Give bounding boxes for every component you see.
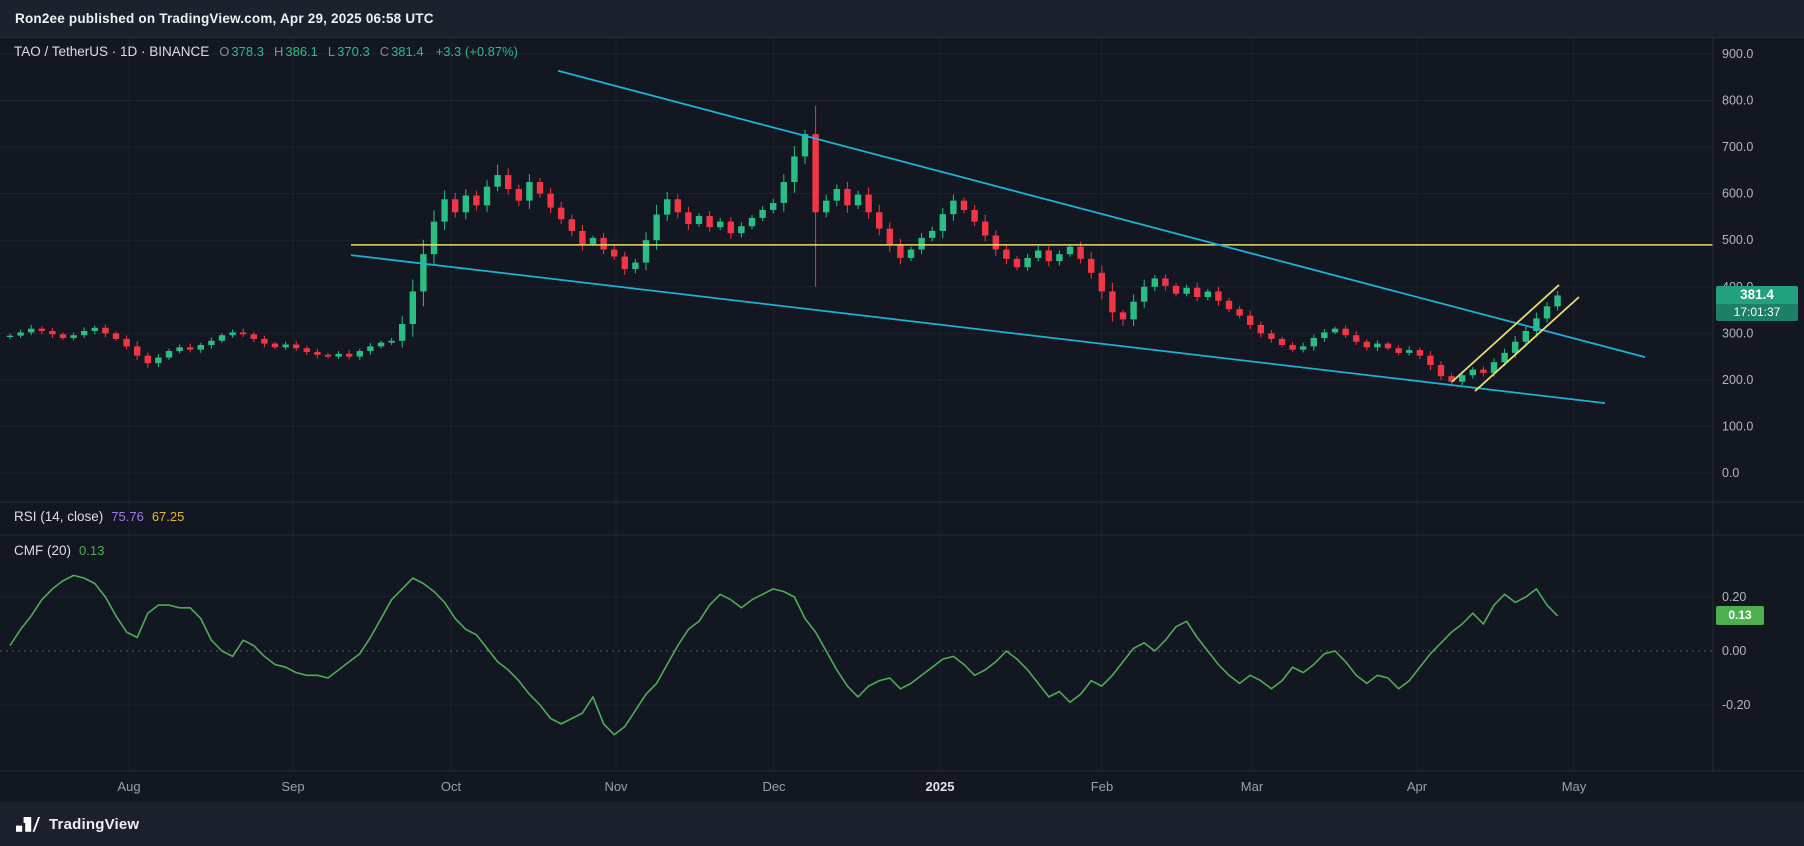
- ascending-channel-left: [1451, 284, 1560, 383]
- svg-text:0.0: 0.0: [1722, 466, 1739, 480]
- open-label: O: [219, 44, 230, 59]
- gridlines: [0, 38, 1713, 771]
- ascending-channel-right: [1474, 296, 1580, 392]
- open-value: 378.3: [231, 44, 264, 59]
- svg-text:100.0: 100.0: [1722, 419, 1753, 433]
- svg-text:Aug: Aug: [117, 779, 140, 794]
- last-price-badge[interactable]: 381.4 17:01:37: [1716, 286, 1798, 322]
- bar-countdown-timer: 17:01:37: [1716, 304, 1798, 322]
- rsi-title[interactable]: RSI (14, close): [14, 509, 104, 524]
- tradingview-wordmark[interactable]: TradingView: [49, 816, 140, 833]
- footer-bar: TradingView: [0, 802, 1804, 846]
- last-price-value: 381.4: [1716, 286, 1798, 305]
- cmf-indicator[interactable]: [0, 574, 1713, 736]
- svg-text:Dec: Dec: [762, 779, 786, 794]
- cmf-scale[interactable]: 0.20 0.00 -0.20: [1722, 590, 1751, 712]
- svg-text:300.0: 300.0: [1722, 326, 1753, 340]
- symbol-title[interactable]: TAO / TetherUS · 1D · BINANCE: [14, 44, 210, 59]
- high-value: 386.1: [285, 44, 318, 59]
- svg-text:700.0: 700.0: [1722, 140, 1753, 154]
- svg-text:0.00: 0.00: [1722, 644, 1746, 658]
- svg-text:800.0: 800.0: [1722, 94, 1753, 108]
- candlestick-series[interactable]: [6, 105, 1561, 387]
- svg-text:Nov: Nov: [604, 779, 628, 794]
- tradingview-logo-icon[interactable]: [16, 817, 40, 832]
- svg-text:200.0: 200.0: [1722, 373, 1753, 387]
- svg-text:Apr: Apr: [1407, 779, 1428, 794]
- svg-text:Sep: Sep: [281, 779, 304, 794]
- close-value: 381.4: [391, 44, 424, 59]
- low-label: L: [327, 44, 336, 59]
- ohlc-close: C 381.4: [380, 44, 424, 59]
- trendline-drawings[interactable]: [350, 69, 1713, 405]
- svg-text:Oct: Oct: [441, 779, 462, 794]
- svg-text:600.0: 600.0: [1722, 187, 1753, 201]
- high-label: H: [273, 44, 284, 59]
- time-scale[interactable]: Aug Sep Oct Nov Dec 2025 Feb Mar Apr May: [117, 779, 1586, 794]
- rsi-ma-value: 67.25: [151, 509, 185, 524]
- svg-text:-0.20: -0.20: [1722, 698, 1751, 712]
- svg-text:Feb: Feb: [1091, 779, 1113, 794]
- publish-info-text: Ron2ee published on TradingView.com, Apr…: [15, 11, 434, 26]
- rsi-legend[interactable]: RSI (14, close) 75.76 67.25: [14, 509, 184, 524]
- svg-text:May: May: [1562, 779, 1587, 794]
- ohlc-open: O 378.3: [219, 44, 264, 59]
- svg-text:0.20: 0.20: [1722, 590, 1746, 604]
- lower-descending-trendline: [350, 254, 1606, 405]
- rsi-value: 75.76: [111, 509, 144, 524]
- ohlc-low: L 370.3: [328, 44, 370, 59]
- svg-text:900.0: 900.0: [1722, 47, 1753, 61]
- pane-separators: [0, 38, 1804, 772]
- cmf-value: 0.13: [79, 543, 105, 558]
- cmf-line: [9, 574, 1559, 736]
- close-label: C: [379, 44, 390, 59]
- cmf-badge-value: 0.13: [1728, 608, 1752, 623]
- svg-text:Mar: Mar: [1241, 779, 1264, 794]
- cmf-title[interactable]: CMF (20): [14, 543, 71, 558]
- upper-descending-trendline: [557, 69, 1646, 358]
- price-scale[interactable]: 900.0800.0700.0600.0500.0400.0300.0200.0…: [1722, 47, 1753, 480]
- ohlc-high: H 386.1: [274, 44, 318, 59]
- cmf-last-value-badge[interactable]: 0.13: [1716, 606, 1764, 626]
- svg-text:500.0: 500.0: [1722, 233, 1753, 247]
- low-value: 370.3: [337, 44, 370, 59]
- symbol-legend[interactable]: TAO / TetherUS · 1D · BINANCE O 378.3 H 38…: [14, 44, 518, 59]
- svg-text:2025: 2025: [926, 779, 955, 794]
- change-value: +3.3 (+0.87%): [435, 44, 519, 59]
- publish-info-bar: Ron2ee published on TradingView.com, Apr…: [0, 0, 1804, 38]
- cmf-legend[interactable]: CMF (20) 0.13: [14, 543, 104, 558]
